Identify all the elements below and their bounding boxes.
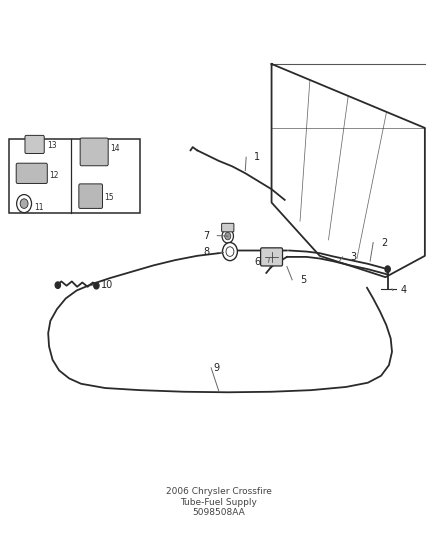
FancyBboxPatch shape — [222, 223, 234, 232]
Text: 13: 13 — [47, 141, 57, 150]
FancyBboxPatch shape — [79, 184, 102, 208]
Text: 11: 11 — [34, 204, 43, 212]
Circle shape — [20, 199, 28, 208]
FancyBboxPatch shape — [261, 248, 283, 266]
Circle shape — [225, 232, 231, 240]
Text: 4: 4 — [401, 286, 407, 295]
Text: 2006 Chrysler Crossfire
Tube-Fuel Supply
5098508AA: 2006 Chrysler Crossfire Tube-Fuel Supply… — [166, 487, 272, 517]
Circle shape — [222, 229, 233, 243]
Text: 1: 1 — [254, 152, 260, 162]
Text: 9: 9 — [213, 363, 219, 373]
Text: 15: 15 — [104, 193, 114, 201]
Circle shape — [94, 282, 99, 289]
Text: 3: 3 — [350, 252, 357, 262]
Circle shape — [223, 243, 237, 261]
Circle shape — [55, 282, 60, 288]
FancyBboxPatch shape — [16, 163, 47, 183]
Text: 10: 10 — [101, 280, 113, 290]
Circle shape — [17, 195, 32, 213]
Text: 12: 12 — [49, 171, 59, 180]
Text: 5: 5 — [300, 275, 306, 285]
Circle shape — [385, 266, 390, 272]
FancyBboxPatch shape — [80, 138, 108, 166]
Text: 8: 8 — [203, 247, 209, 256]
Text: 7: 7 — [203, 231, 209, 240]
Text: 14: 14 — [110, 144, 120, 152]
Circle shape — [226, 247, 234, 256]
Text: 6: 6 — [254, 257, 261, 267]
Bar — [9, 139, 140, 213]
FancyBboxPatch shape — [25, 135, 44, 154]
Text: 2: 2 — [381, 238, 387, 247]
